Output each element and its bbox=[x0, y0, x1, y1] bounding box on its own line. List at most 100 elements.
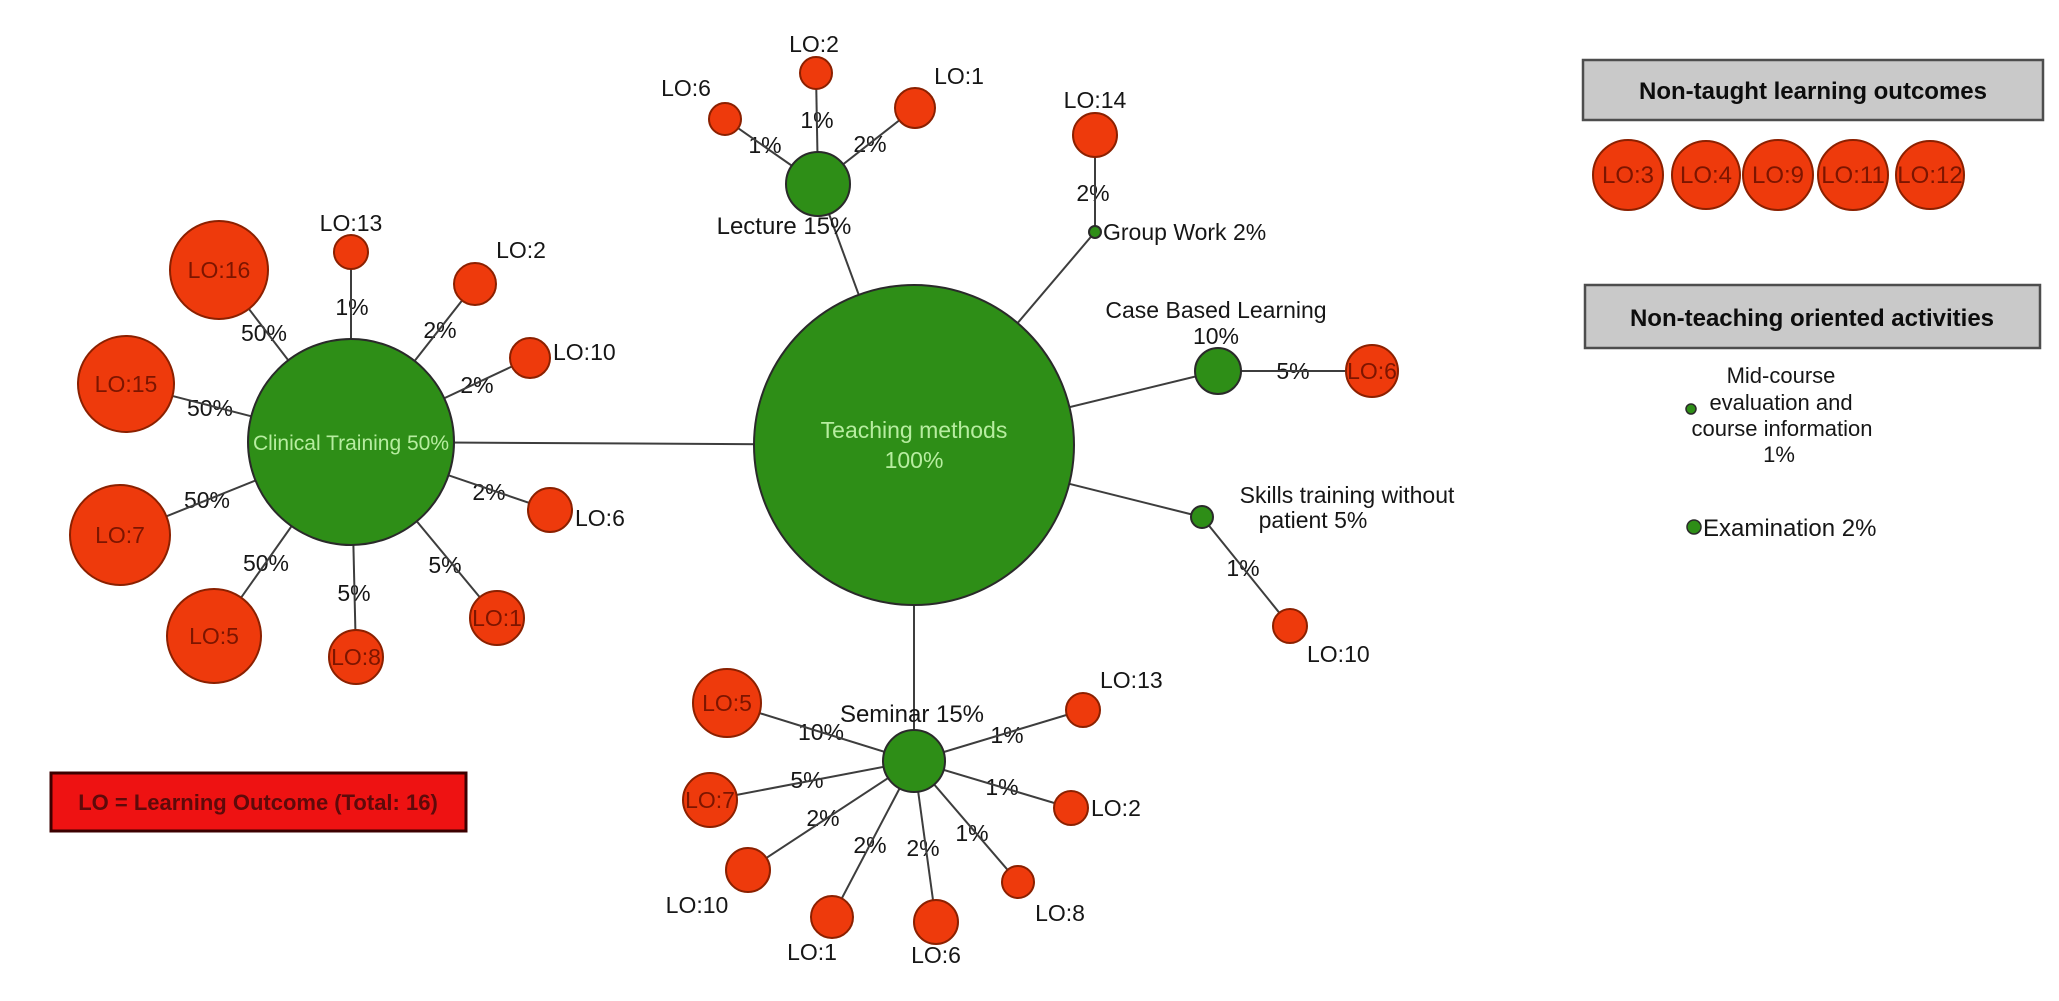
non-taught-outcome-label-1: LO:4 bbox=[1680, 162, 1732, 189]
non-taught-outcome-3 bbox=[1817, 139, 1889, 211]
sm1-node bbox=[810, 895, 854, 939]
cl6-node bbox=[527, 487, 573, 533]
lc2-label-0: LO:2 bbox=[789, 31, 839, 57]
edge-seminar-sm7 bbox=[709, 760, 915, 801]
sm7-label-0: LO:7 bbox=[685, 787, 735, 813]
cl8-node bbox=[328, 629, 384, 685]
edge-skills-sk10 bbox=[1201, 516, 1291, 627]
edge-label-seminar-sm10: 2% bbox=[806, 805, 839, 831]
activity-0-line-2: course information bbox=[1692, 416, 1873, 441]
cl10-node bbox=[509, 337, 551, 379]
sm6-node bbox=[913, 899, 959, 945]
sm5-label-0: LO:5 bbox=[702, 690, 752, 716]
activity-0-line-3: 1% bbox=[1763, 442, 1795, 467]
activity-dot-0 bbox=[1685, 403, 1697, 415]
lc2-node bbox=[799, 56, 833, 90]
non-taught-outcome-0 bbox=[1592, 139, 1664, 211]
lc6-label-0: LO:6 bbox=[661, 75, 711, 101]
sm6-label-0: LO:6 bbox=[911, 942, 961, 968]
cbl-label-1: 10% bbox=[1193, 323, 1239, 349]
lc6-node bbox=[708, 102, 742, 136]
cbl-label-0: Case Based Learning bbox=[1105, 297, 1326, 323]
sm8-label-0: LO:8 bbox=[1035, 900, 1085, 926]
non-taught-outcome-label-0: LO:3 bbox=[1602, 162, 1654, 189]
layer-panels: Non-taught learning outcomes LO:3 LO:4 LO:9… bbox=[1581, 58, 2045, 542]
edge-label-groupwork-gw14: 2% bbox=[1076, 180, 1109, 206]
non-taught-outcome-label-4: LO:12 bbox=[1897, 162, 1962, 189]
layer-edge-labels: 50%1%2%50%2%50%2%50%5%5%1%1%2%2%5%1%10%5… bbox=[184, 107, 1310, 861]
cl5-label-0: LO:5 bbox=[189, 623, 239, 649]
sm10-node bbox=[725, 847, 771, 893]
legend-box bbox=[49, 771, 468, 833]
cl13-node bbox=[333, 234, 369, 270]
sm5-node bbox=[692, 668, 762, 738]
gw14-node bbox=[1072, 112, 1118, 158]
edge-label-clinical-cl16: 50% bbox=[241, 320, 287, 346]
cl7-node bbox=[69, 484, 171, 586]
activity-1-line-0: Examination 2% bbox=[1703, 515, 1876, 542]
teaching-label-1: 100% bbox=[885, 447, 944, 473]
layer-node-labels: Teaching methods 100% Clinical Training 50… bbox=[95, 31, 1455, 968]
cl15-label-0: LO:15 bbox=[95, 371, 158, 397]
non-teaching-panel-box bbox=[1583, 283, 2042, 350]
layer-nodes bbox=[69, 56, 1399, 945]
sk10-label-0: LO:10 bbox=[1307, 641, 1370, 667]
cbl-node bbox=[1194, 347, 1242, 395]
edge-label-clinical-cl6: 2% bbox=[472, 479, 505, 505]
non-taught-outcome-label-3: LO:11 bbox=[1821, 162, 1885, 189]
cb6-label-0: LO:6 bbox=[1347, 358, 1397, 384]
seminar-node bbox=[882, 729, 946, 793]
sm8-node bbox=[1001, 865, 1035, 899]
cl1-label-0: LO:1 bbox=[472, 605, 522, 631]
cl2-node bbox=[453, 262, 497, 306]
lecture-node bbox=[785, 151, 851, 217]
activity-dot-1 bbox=[1686, 519, 1702, 535]
cl5-node bbox=[166, 588, 262, 684]
skills-node bbox=[1190, 505, 1214, 529]
sm7-node bbox=[682, 772, 738, 828]
lecture-label-0: Lecture 15% bbox=[717, 213, 852, 240]
lc1-label-0: LO:1 bbox=[934, 63, 984, 89]
seminar-label-0: Seminar 15% bbox=[840, 701, 984, 728]
sk10-node bbox=[1272, 608, 1308, 644]
sm13-node bbox=[1065, 692, 1101, 728]
layer-legend: LO = Learning Outcome (Total: 16) bbox=[49, 771, 468, 833]
groupwork-node bbox=[1088, 225, 1102, 239]
sm10-label-0: LO:10 bbox=[666, 892, 729, 918]
non-teaching-panel-title: Non-teaching oriented activities bbox=[1630, 305, 1994, 332]
cl13-label-0: LO:13 bbox=[320, 210, 383, 236]
cl16-node bbox=[169, 220, 269, 320]
cl10-label-0: LO:10 bbox=[553, 339, 616, 365]
groupwork-label-0: Group Work 2% bbox=[1103, 219, 1266, 245]
cl7-label-0: LO:7 bbox=[95, 522, 145, 548]
edge-label-seminar-sm13: 1% bbox=[990, 722, 1023, 748]
skills-label-1: patient 5% bbox=[1259, 507, 1368, 533]
skills-label-0: Skills training without bbox=[1240, 482, 1455, 508]
cl16-label-0: LO:16 bbox=[188, 257, 251, 283]
teaching-label-0: Teaching methods bbox=[821, 417, 1008, 443]
cl8-label-0: LO:8 bbox=[331, 644, 381, 670]
cl6-label-0: LO:6 bbox=[575, 505, 625, 531]
legend-box-text: LO = Learning Outcome (Total: 16) bbox=[78, 790, 438, 815]
activity-0-line-0: Mid-course bbox=[1727, 363, 1836, 388]
edge-label-clinical-cl10: 2% bbox=[460, 372, 493, 398]
clinical-label-0: Clinical Training 50% bbox=[253, 432, 449, 455]
sm2-node bbox=[1053, 790, 1089, 826]
sm1-label-0: LO:1 bbox=[787, 939, 837, 965]
non-taught-panel-title: Non-taught learning outcomes bbox=[1639, 78, 1987, 105]
non-taught-outcome-1 bbox=[1671, 140, 1741, 210]
lc1-node bbox=[894, 87, 936, 129]
cb6-node bbox=[1345, 344, 1399, 398]
gw14-label-0: LO:14 bbox=[1064, 87, 1127, 113]
cl1-node bbox=[469, 590, 525, 646]
sm13-label-0: LO:13 bbox=[1100, 667, 1163, 693]
non-taught-outcome-label-2: LO:9 bbox=[1752, 162, 1804, 189]
non-taught-outcome-2 bbox=[1742, 139, 1814, 211]
non-taught-outcome-4 bbox=[1895, 140, 1965, 210]
activity-0-line-1: evaluation and bbox=[1709, 390, 1852, 415]
clinical-node bbox=[247, 338, 455, 546]
edge-label-seminar-sm6: 2% bbox=[906, 835, 939, 861]
edge-seminar-sm10 bbox=[747, 760, 915, 871]
